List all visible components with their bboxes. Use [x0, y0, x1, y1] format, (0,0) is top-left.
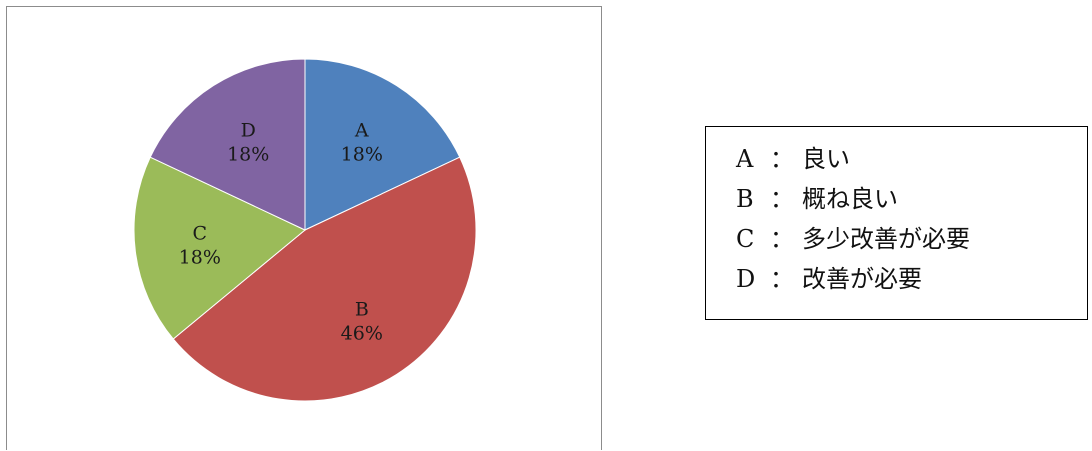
- pie-slice-d: [149, 58, 306, 231]
- slice-category-label: C: [193, 222, 208, 244]
- legend-text: 多少改善が必要: [802, 225, 970, 253]
- slice-category-label: A: [354, 120, 369, 142]
- legend-text: 概ね良い: [802, 185, 898, 213]
- slice-percent-label: 46%: [341, 323, 383, 345]
- slice-label-a: A 18%: [341, 120, 383, 166]
- slice-label-c: C 18%: [179, 222, 221, 268]
- slice-percent-label: 18%: [179, 246, 221, 268]
- chart-area: A 18% B 46% C 18% D 18%: [6, 6, 602, 450]
- legend-key: C: [736, 225, 755, 253]
- pie-slice-a: [304, 58, 461, 231]
- slice-category-label: D: [241, 120, 256, 142]
- legend-text: 良い: [802, 145, 850, 173]
- legend-separator: ：: [770, 185, 794, 213]
- legend-separator: ：: [770, 145, 794, 173]
- legend-key: B: [736, 185, 754, 213]
- slice-category-label: B: [355, 299, 369, 321]
- legend-text: 改善が必要: [802, 265, 922, 293]
- slice-percent-label: 18%: [341, 144, 383, 166]
- legend-key: D: [736, 265, 756, 293]
- legend-item-b: B ： 概ね良い: [736, 179, 1087, 219]
- slice-percent-label: 18%: [227, 144, 269, 166]
- legend-key: A: [736, 145, 754, 173]
- legend-item-c: C ： 多少改善が必要: [736, 219, 1087, 259]
- pie-slice-c: [133, 156, 306, 340]
- slice-label-b: B 46%: [341, 299, 383, 345]
- legend-item-d: D ： 改善が必要: [736, 259, 1087, 299]
- legend-separator: ：: [770, 225, 794, 253]
- legend-separator: ：: [770, 265, 794, 293]
- slice-label-d: D 18%: [227, 120, 269, 166]
- pie-slice-b: [172, 156, 477, 402]
- legend-item-a: A ： 良い: [736, 139, 1087, 179]
- legend-box: A ： 良い B ： 概ね良い C ： 多少改善が必要 D ： 改善が必要: [705, 126, 1088, 320]
- pie-chart: A 18%B 46%C 18%D 18%: [133, 58, 477, 402]
